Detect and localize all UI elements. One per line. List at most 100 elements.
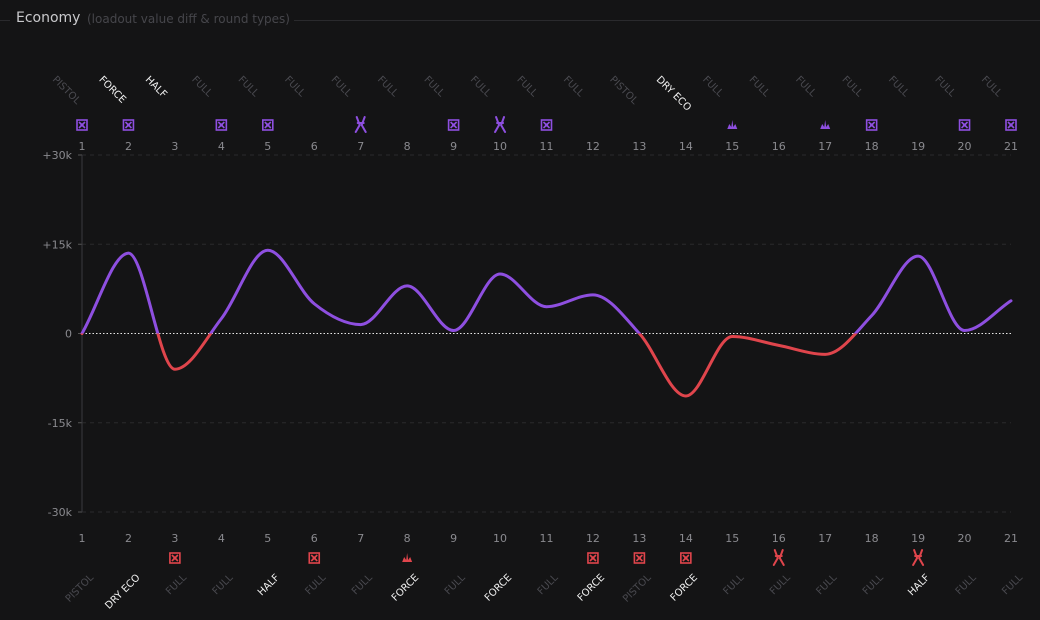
data-point: [312, 302, 316, 306]
elim-icon-frame: [633, 552, 646, 564]
bottom-round-number: 17: [818, 532, 832, 545]
elim-icon-frame: [958, 119, 971, 131]
top-round-number: 1: [79, 140, 86, 153]
grid-layer: [82, 154, 1011, 513]
data-point: [498, 272, 502, 276]
top-round-type: PISTOL: [607, 74, 640, 107]
y-tick-label: -15k: [48, 417, 73, 430]
bottom-round-type: FORCE: [483, 572, 514, 603]
bottom-round-type: FULL: [350, 572, 375, 597]
elim-icon: [215, 119, 228, 131]
bottom-round-type: FORCE: [576, 572, 607, 603]
elim-icon-dot: [80, 123, 84, 127]
y-tick-label: 0: [65, 328, 72, 341]
bottom-round-type: FULL: [814, 572, 839, 597]
bottom-round-number: 7: [357, 532, 364, 545]
bottom-round-type: FULL: [861, 572, 886, 597]
elim-icon-frame: [447, 119, 460, 131]
elim-icon-dot: [637, 556, 641, 560]
elim-icon-dot: [1009, 123, 1013, 127]
top-round-number: 8: [404, 140, 411, 153]
elim-icon-frame: [76, 119, 88, 131]
top-round-number: 11: [540, 140, 554, 153]
top-round-number: 12: [586, 140, 600, 153]
series-line-negative: [80, 333, 858, 398]
top-round-type: FULL: [329, 74, 354, 99]
top-round-number: 20: [958, 140, 972, 153]
top-round-number: 10: [493, 140, 507, 153]
defuse-icon-shape: [354, 116, 367, 133]
bottom-round-type: DRY ECO: [103, 572, 142, 611]
bottom-round-number: 12: [586, 532, 600, 545]
top-round-type: DRY ECO: [654, 74, 693, 113]
top-round-number: 14: [679, 140, 693, 153]
data-point: [452, 329, 456, 333]
top-round-number: 4: [218, 140, 225, 153]
top-round-number: 17: [818, 140, 832, 153]
elim-icon: [540, 119, 553, 131]
elim-icon-dot: [591, 556, 595, 560]
top-round-number: 2: [125, 140, 132, 153]
top-round-type: FULL: [421, 74, 446, 99]
bottom-round-number: 4: [218, 532, 225, 545]
bottom-round-type: FULL: [536, 572, 561, 597]
data-point: [730, 334, 734, 338]
data-point: [266, 248, 270, 252]
elim-icon: [308, 552, 321, 564]
bottom-round-number: 10: [493, 532, 507, 545]
elim-icon-dot: [870, 123, 874, 127]
top-round-number: 3: [171, 140, 178, 153]
data-point: [219, 317, 223, 321]
data-point: [1009, 299, 1013, 303]
elim-icon-frame: [215, 119, 228, 131]
bottom-round-type: FULL: [303, 572, 328, 597]
elim-icon-dot: [684, 556, 688, 560]
bottom-round-number: 5: [264, 532, 271, 545]
elim-icon-frame: [261, 119, 274, 131]
top-round-number: 13: [632, 140, 646, 153]
section-header: Economy (loadout value diff & round type…: [0, 0, 1040, 40]
defuse-icon: [494, 116, 507, 133]
elim-icon-frame: [1005, 119, 1017, 131]
line-layer: [80, 248, 1013, 398]
detonate-icon-shape: [402, 553, 413, 562]
elim-icon-frame: [169, 552, 181, 564]
bottom-round-type: FORCE: [390, 572, 421, 603]
top-round-type: FULL: [468, 74, 493, 99]
elim-icon: [1005, 119, 1017, 131]
top-round-type: FULL: [282, 74, 307, 99]
top-round-number: 18: [865, 140, 879, 153]
elim-icon-dot: [544, 123, 549, 127]
top-round-type: FULL: [793, 74, 818, 99]
elim-icon: [261, 119, 274, 131]
top-round-number: 15: [725, 140, 739, 153]
y-tick-label: -30k: [48, 506, 73, 519]
elim-icon-dot: [962, 123, 967, 127]
axis-layer: +30k +15k 0 -15k -30k: [42, 149, 83, 519]
elim-icon-frame: [865, 119, 878, 131]
bottom-round-number: 11: [540, 532, 554, 545]
bottom-round-number: 16: [772, 532, 786, 545]
data-point: [963, 329, 967, 333]
defuse-icon: [772, 549, 785, 566]
top-round-number: 21: [1004, 140, 1018, 153]
elim-icon: [447, 119, 460, 131]
top-round-type: PISTOL: [50, 74, 83, 107]
bottom-round-number: 3: [171, 532, 178, 545]
elim-icon: [76, 119, 88, 131]
defuse-icon-shape: [494, 116, 507, 133]
bottom-round-type: HALF: [256, 572, 282, 598]
detonate-icon: [820, 120, 831, 129]
bottom-round-number: 1: [79, 532, 86, 545]
detonate-icon-shape: [727, 120, 738, 129]
data-point: [405, 284, 409, 288]
top-round-type: FULL: [747, 74, 772, 99]
bottom-round-number: 20: [958, 532, 972, 545]
y-tick-label: +15k: [42, 238, 72, 251]
top-round-number: 9: [450, 140, 457, 153]
data-point: [359, 323, 363, 327]
elim-icon-dot: [452, 123, 456, 127]
